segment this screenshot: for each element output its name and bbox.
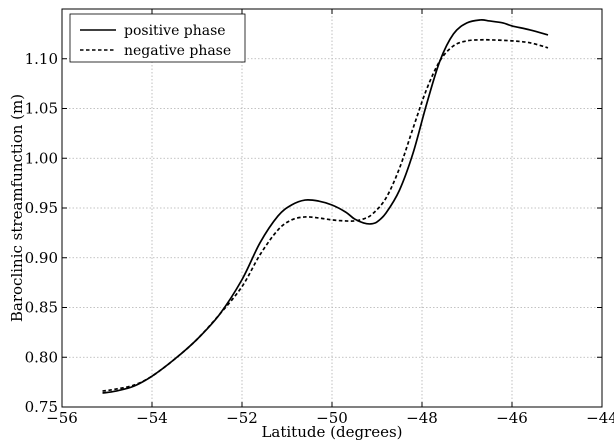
y-tick-label: 0.75 [25,398,58,416]
y-axis-label: Baroclinic streamfunction (m) [8,94,26,322]
series-line-negative-phase [102,38,549,392]
grid-layer [62,9,602,407]
legend-box [69,13,246,63]
series-layer [102,19,549,394]
y-tick-label: 0.90 [25,249,58,267]
x-tick-label: −46 [496,409,528,427]
x-axis-label: Latitude (degrees) [261,423,402,441]
y-tick-label: 0.80 [25,348,58,366]
y-tick-label: 1.05 [25,100,58,118]
series-line-positive-phase [102,19,549,394]
y-tick-label: 1.10 [25,50,58,68]
y-tick-label: 0.95 [25,199,58,217]
x-tick-label: −56 [46,409,78,427]
y-tick-label: 0.85 [25,299,58,317]
legend-label-negative-phase: negative phase [124,43,231,59]
x-tick-label: −44 [586,409,614,427]
y-tick-label: 1.00 [25,149,58,167]
x-tick-label: −54 [136,409,168,427]
legend-label-positive-phase: positive phase [124,23,226,39]
x-tick-label: −48 [406,409,438,427]
x-tick-label: −50 [316,409,348,427]
x-tick-label: −52 [226,409,258,427]
tick-layer: −56 −54 −52 −50 −48 −46 −44 0.75 0.80 0.85 0.90 0.9… [25,9,614,427]
legend: positive phase negative phase [69,13,246,63]
